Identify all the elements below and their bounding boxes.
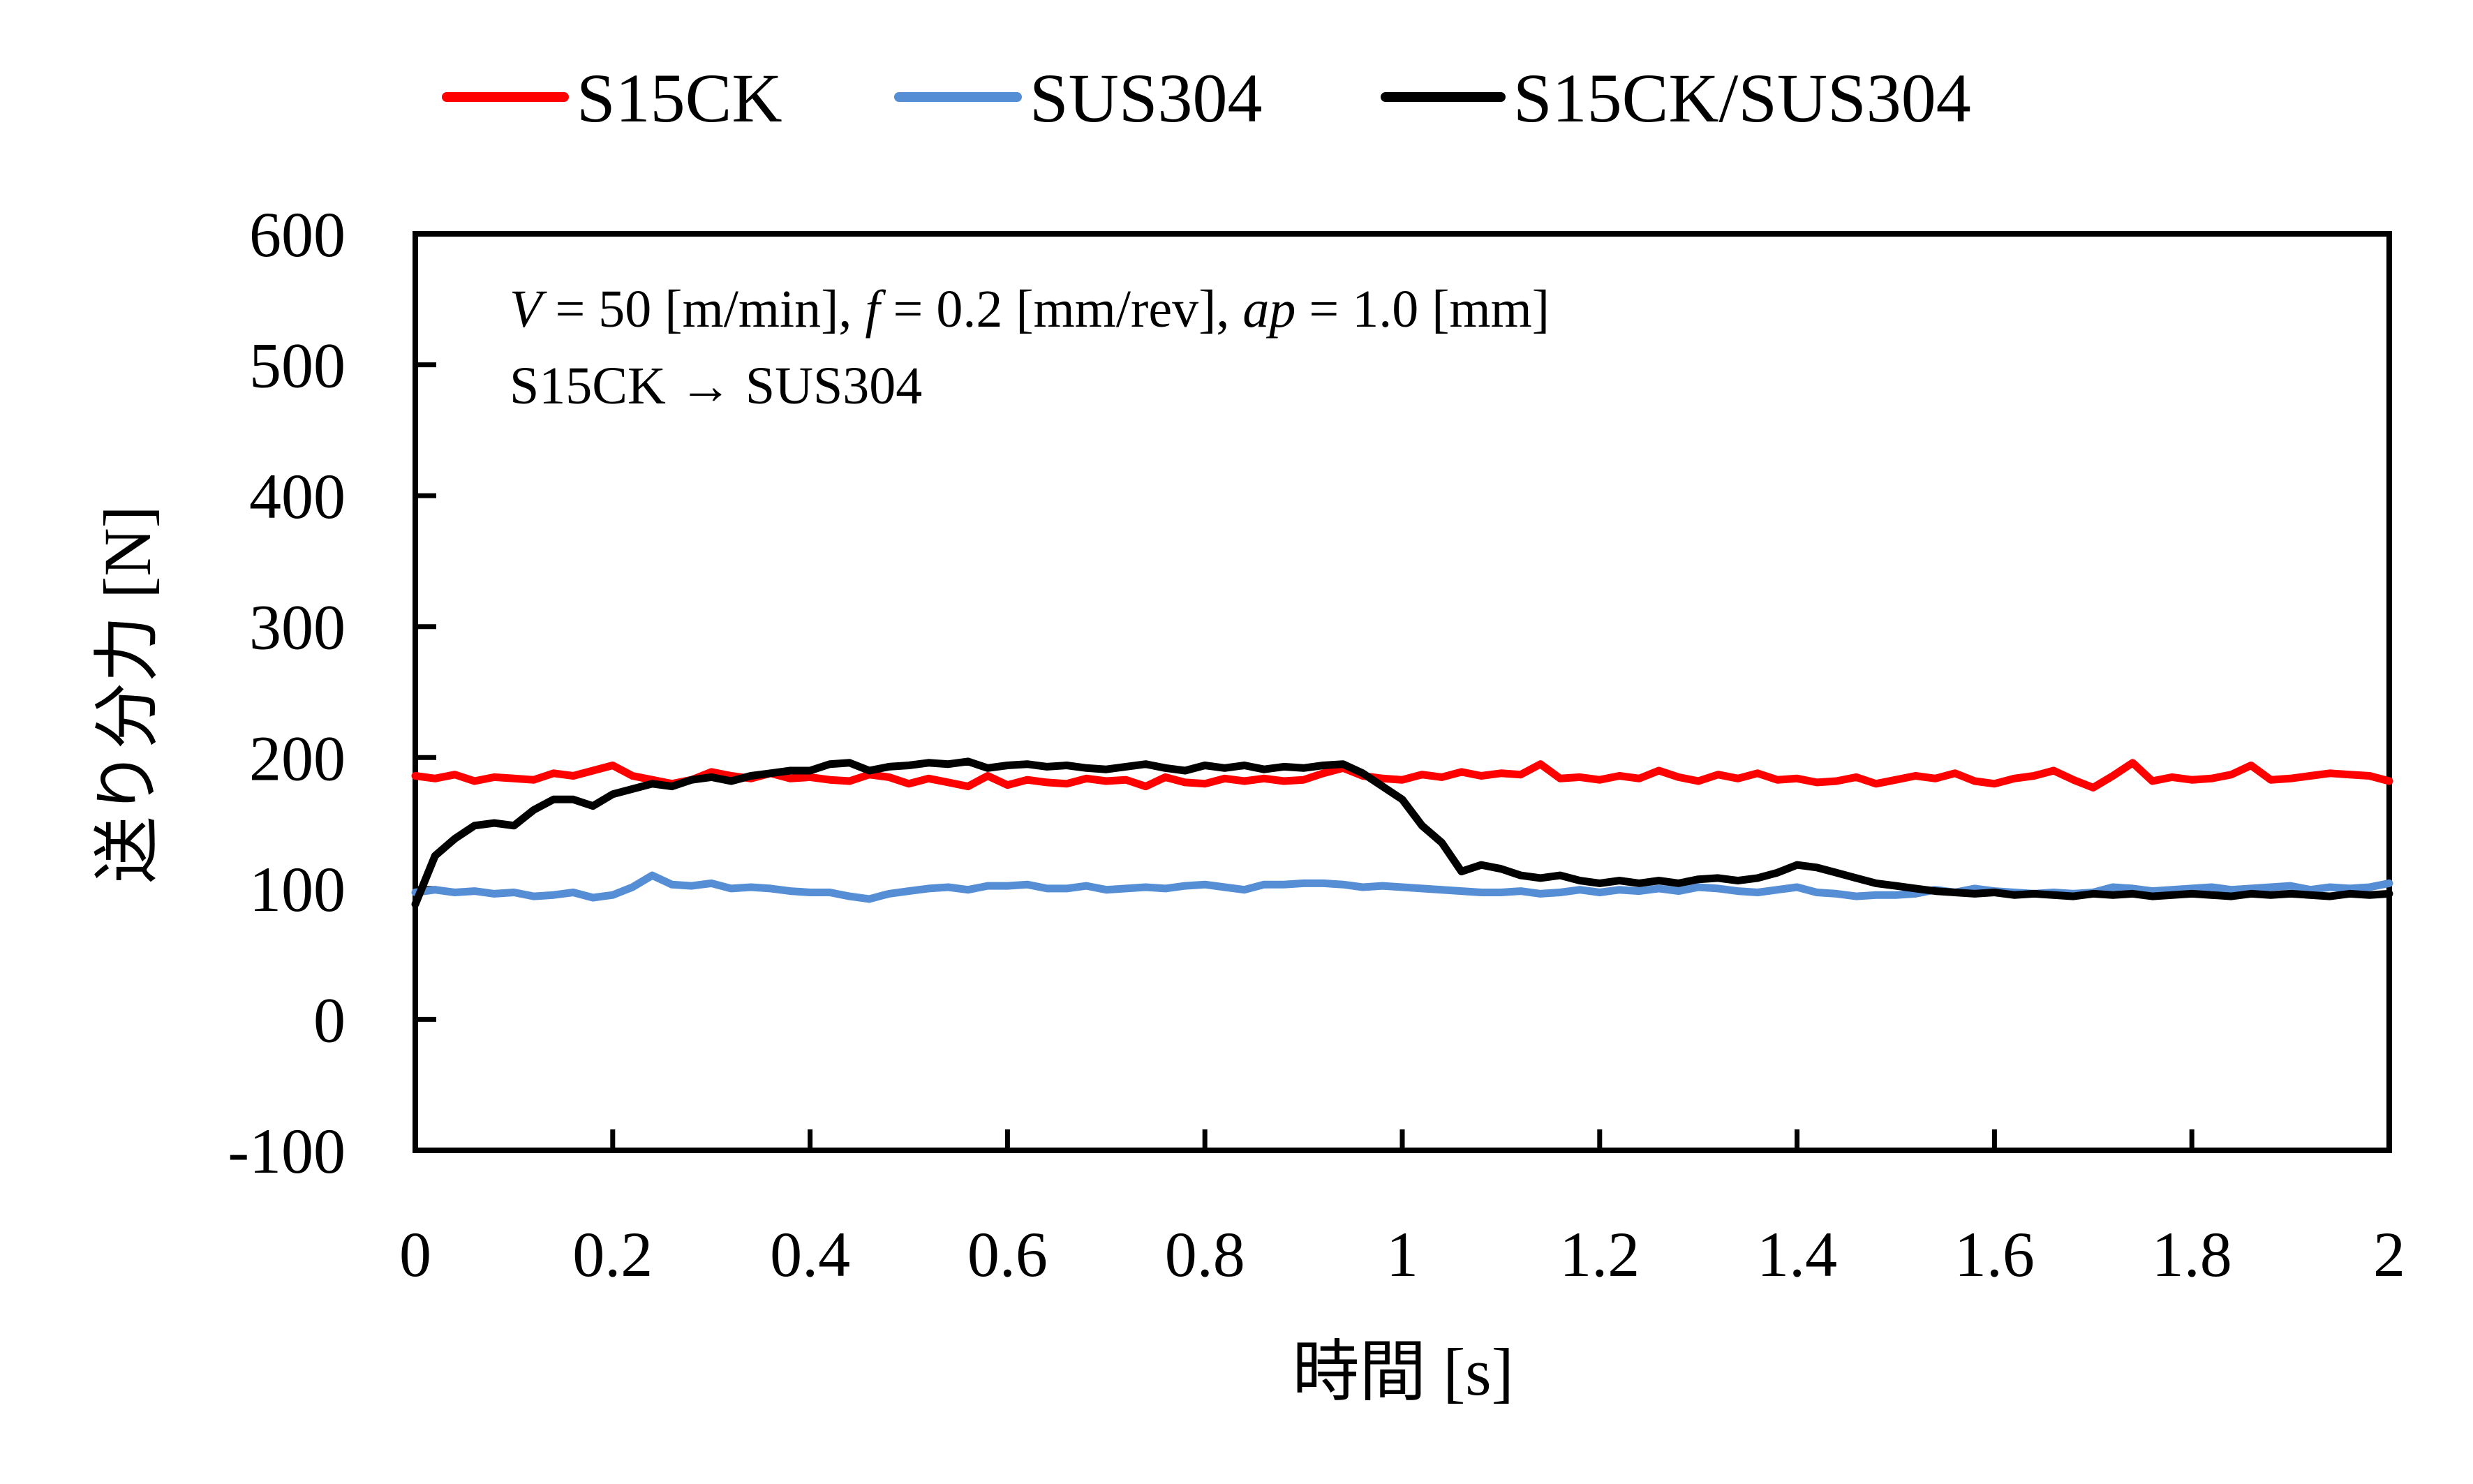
y-tick-label: 400 bbox=[249, 461, 346, 532]
legend-item: S15CK bbox=[442, 59, 782, 137]
annotation-segment: V bbox=[510, 280, 547, 339]
y-axis: -100 0 100 200 300 400 500 600 bbox=[228, 199, 436, 1187]
annotation-material-order: S15CK → SUS304 bbox=[510, 357, 922, 415]
x-tick-label: 1.2 bbox=[1559, 1219, 1640, 1290]
series-line-s15ck-sus304 bbox=[411, 757, 2393, 908]
annotation-segment: ap bbox=[1242, 280, 1295, 339]
x-tick-label: 0.2 bbox=[572, 1219, 653, 1290]
legend-label: SUS304 bbox=[1030, 59, 1262, 137]
legend: S15CK SUS304 S15CK/SUS304 bbox=[442, 59, 1971, 137]
x-axis-title: 時間 [s] bbox=[1292, 1335, 1513, 1409]
legend-item: SUS304 bbox=[894, 59, 1262, 137]
annotation-conditions: V = 50 [m/min], f = 0.2 [mm/rev], ap = 1… bbox=[510, 280, 1550, 339]
y-tick-label: 300 bbox=[249, 592, 346, 663]
legend-item: S15CK/SUS304 bbox=[1381, 59, 1971, 137]
legend-label: S15CK/SUS304 bbox=[1513, 59, 1971, 137]
y-axis-title: 送り分力 [N] bbox=[90, 505, 165, 883]
x-tick-label: 0.6 bbox=[967, 1219, 1048, 1290]
x-axis: 0 0.2 0.4 0.6 0.8 1 1.2 1.4 1.6 1.8 2 bbox=[399, 1129, 2405, 1290]
y-tick-label: 200 bbox=[249, 722, 346, 794]
x-tick-label: 1.6 bbox=[1954, 1219, 2035, 1290]
annotation-segment: = 1.0 [mm] bbox=[1295, 280, 1550, 339]
x-tick-label: 1.4 bbox=[1757, 1219, 1837, 1290]
annotation-segment: = 0.2 [mm/rev], bbox=[880, 280, 1243, 339]
x-tick-label: 0.4 bbox=[770, 1219, 850, 1290]
x-tick-label: 1.8 bbox=[2152, 1219, 2232, 1290]
y-tick-label: 100 bbox=[249, 854, 346, 925]
annotation-segment: = 50 [m/min], bbox=[542, 280, 865, 339]
legend-label: S15CK bbox=[577, 59, 782, 137]
x-tick-label: 0.8 bbox=[1165, 1219, 1245, 1290]
series-group bbox=[411, 757, 2393, 908]
x-tick-label: 2 bbox=[2373, 1219, 2405, 1290]
x-tick-label: 1 bbox=[1386, 1219, 1418, 1290]
y-tick-label: 600 bbox=[249, 199, 346, 270]
y-tick-label: -100 bbox=[228, 1115, 346, 1187]
x-tick-label: 0 bbox=[399, 1219, 431, 1290]
y-tick-label: 500 bbox=[249, 330, 346, 401]
y-tick-label: 0 bbox=[313, 984, 346, 1055]
